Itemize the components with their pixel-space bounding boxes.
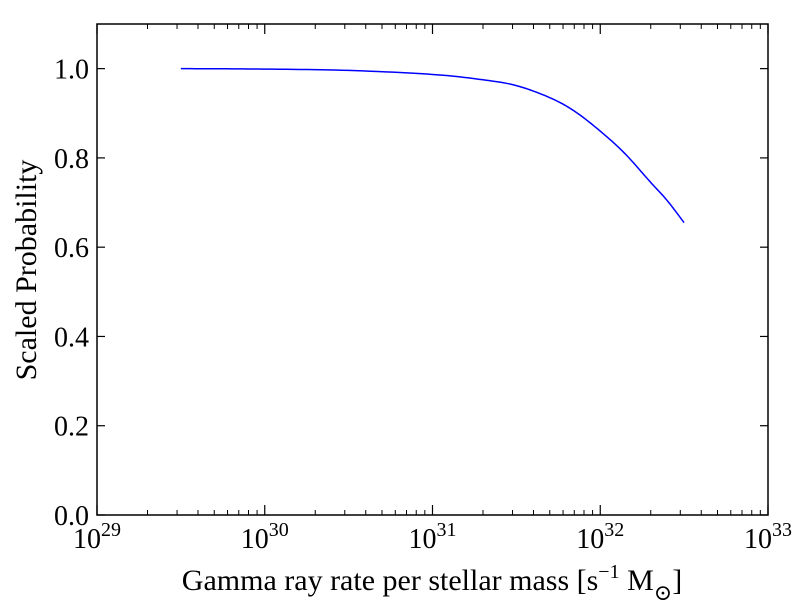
x-axis-label: Gamma ray rate per stellar mass [s−1 M⊙] [182, 561, 682, 600]
y-tick-label: 0.6 [54, 233, 89, 264]
x-tick-base: 10 [241, 524, 269, 555]
x-axis-label-subscript: ⊙ [654, 580, 672, 600]
x-axis-label-unit: M [620, 564, 654, 597]
x-tick-base: 10 [744, 524, 772, 555]
y-tick-label: 0.0 [54, 501, 89, 532]
x-axis-label-main: Gamma ray rate per stellar mass [s [182, 564, 599, 597]
y-tick-label: 0.4 [54, 322, 89, 353]
series-layer [180, 67, 685, 224]
x-tick-exponent: 33 [772, 519, 792, 541]
x-tick-exponent: 30 [269, 519, 289, 541]
x-tick-label: 1033 [744, 519, 792, 555]
plot-frame [96, 23, 769, 516]
x-tick-label: 1030 [241, 519, 289, 555]
y-tick-label: 0.8 [54, 144, 89, 175]
x-tick-exponent: 29 [101, 519, 121, 541]
y-tick-label: 1.0 [54, 55, 89, 86]
x-tick-label: 1029 [73, 519, 121, 555]
x-axis-label-close: ] [672, 564, 682, 597]
x-tick-exponent: 32 [604, 519, 624, 541]
x-tick-base: 10 [576, 524, 604, 555]
x-tick-label: 1031 [409, 519, 457, 555]
x-tick-base: 10 [73, 524, 101, 555]
y-axis-label: Scaled Probability [10, 160, 43, 381]
x-tick-base: 10 [409, 524, 437, 555]
x-tick-exponent: 31 [437, 519, 457, 541]
x-axis-label-superscript: −1 [598, 561, 619, 583]
x-tick-label: 1032 [576, 519, 624, 555]
y-tick-label: 0.2 [54, 412, 89, 443]
series-line [180, 67, 685, 224]
